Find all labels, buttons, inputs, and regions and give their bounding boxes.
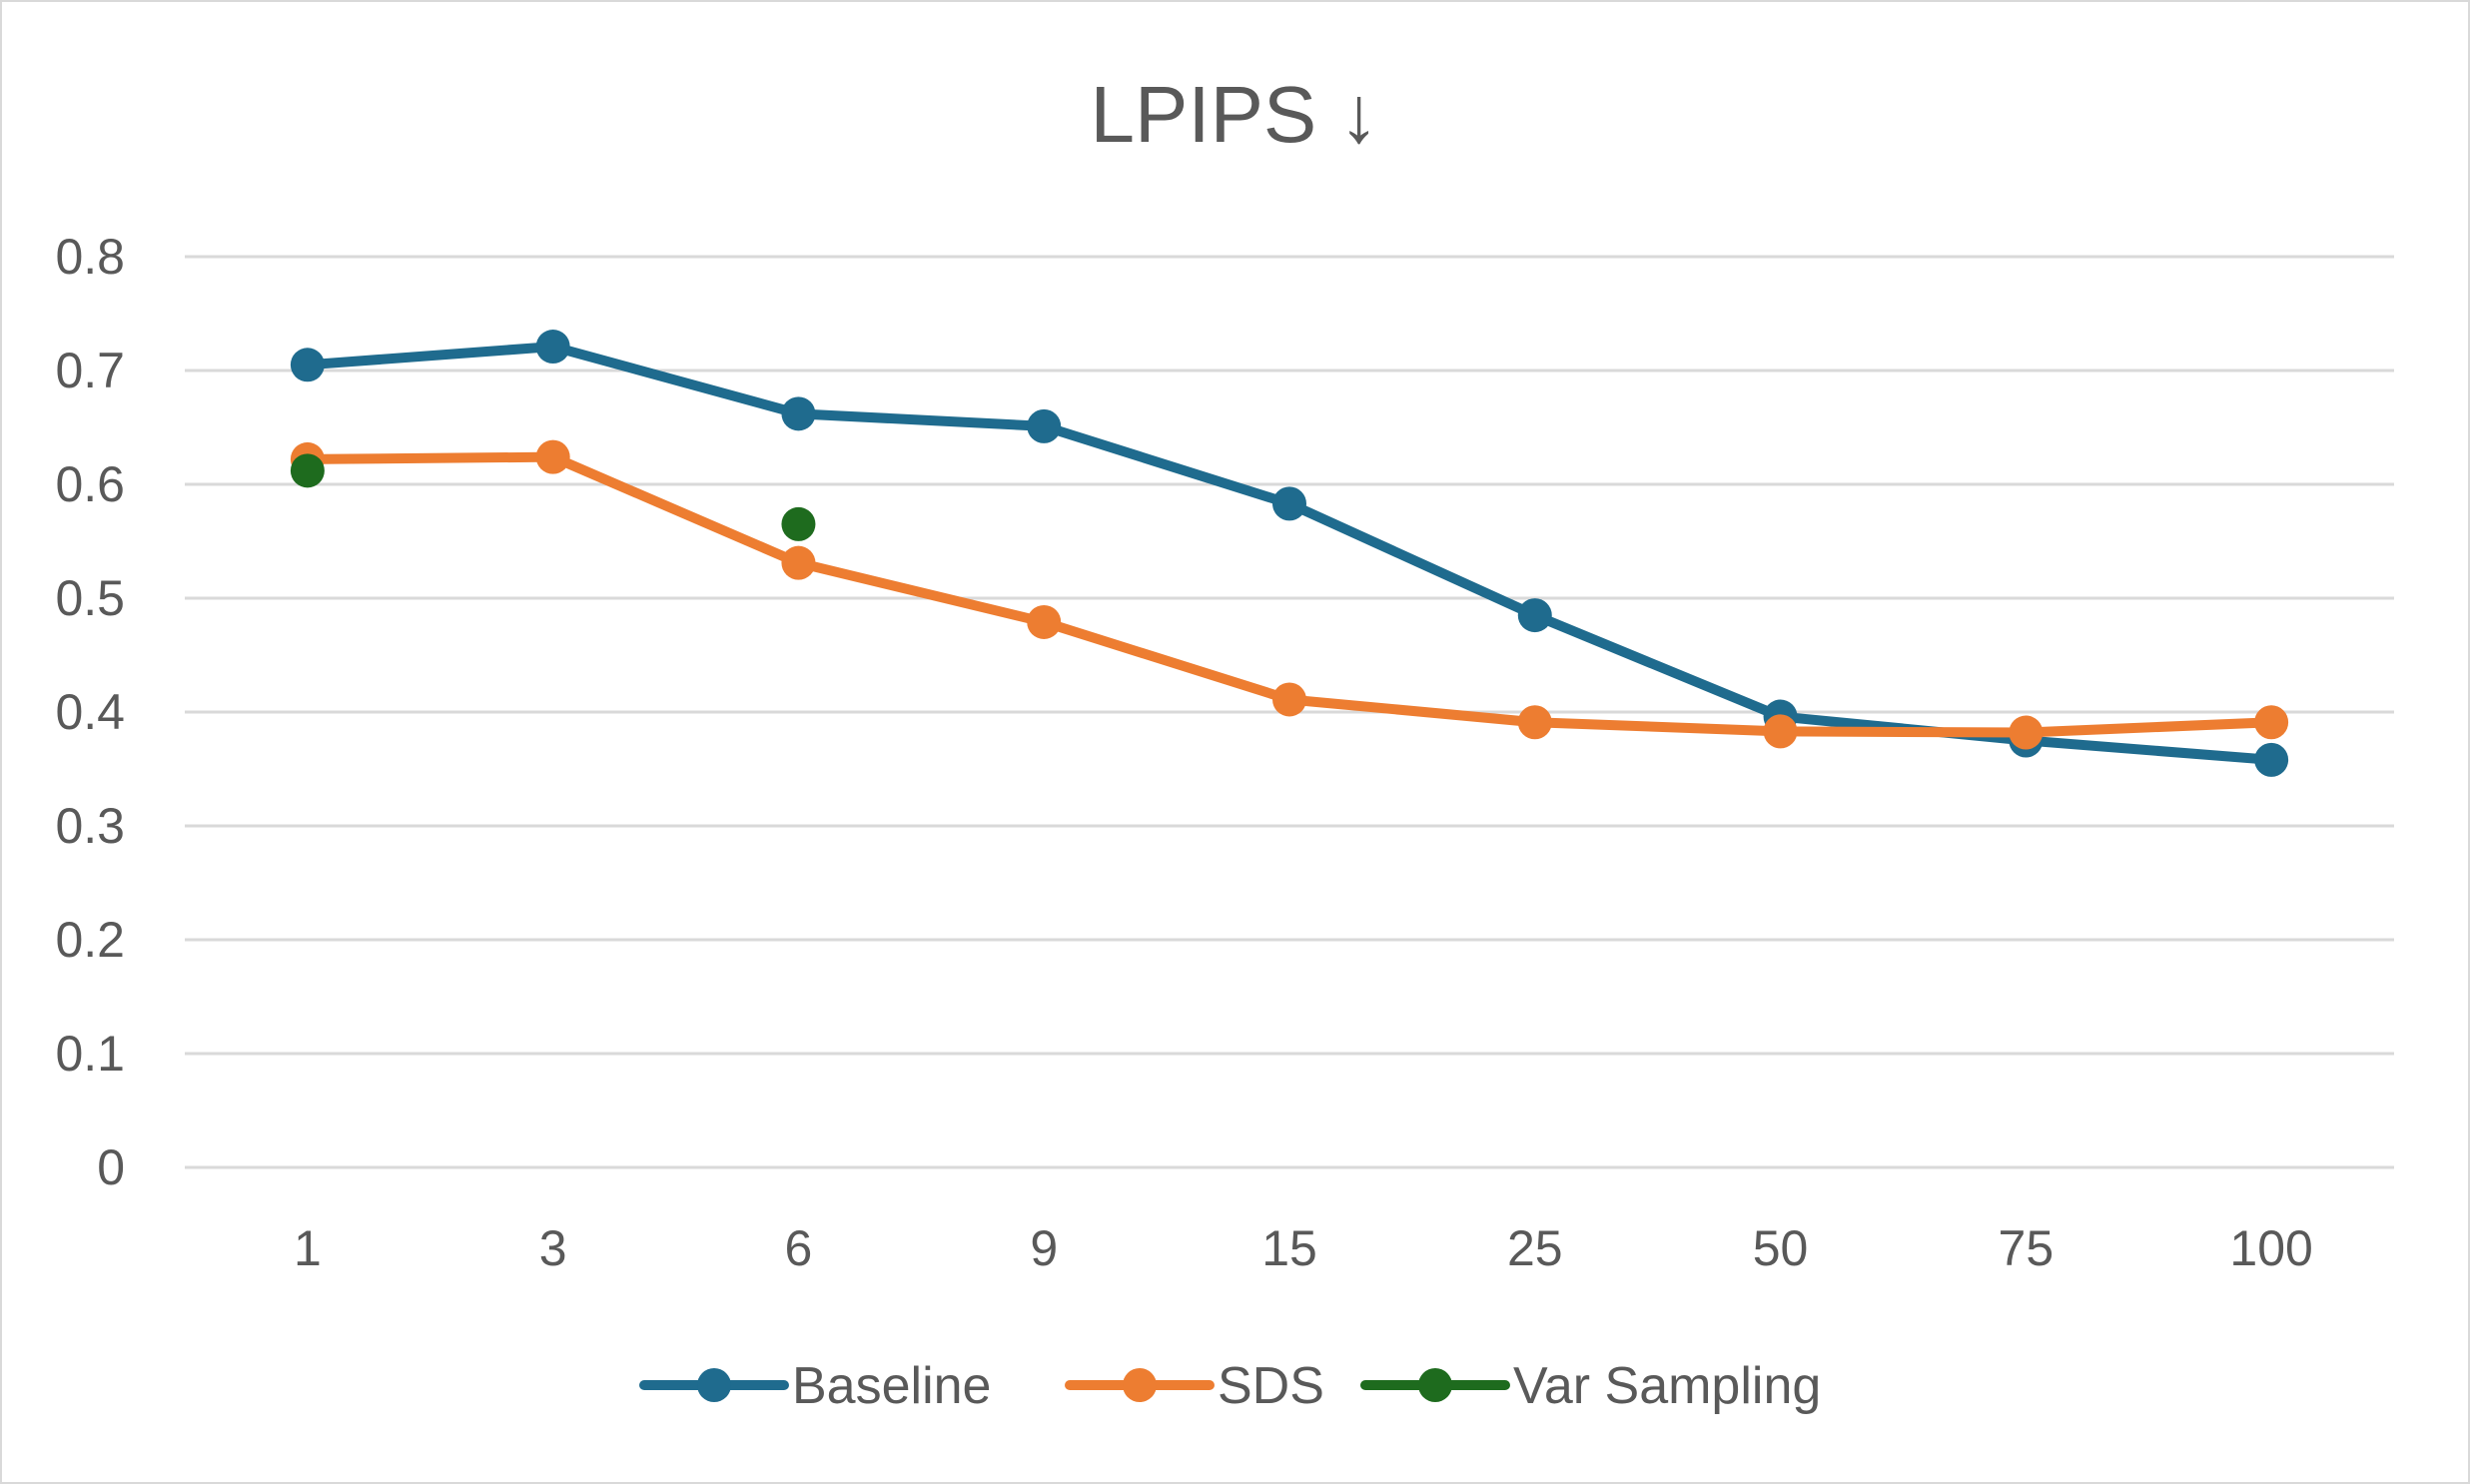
x-tick-label: 15 xyxy=(1261,1220,1317,1276)
x-tick-label: 75 xyxy=(1999,1220,2055,1276)
legend-label: SDS xyxy=(1218,1357,1324,1415)
x-tick-label: 25 xyxy=(1507,1220,1563,1276)
data-point xyxy=(1763,714,1798,749)
y-tick-label: 0.1 xyxy=(55,1026,125,1082)
data-point xyxy=(535,330,570,365)
y-tick-label: 0.2 xyxy=(55,912,125,968)
data-point xyxy=(290,453,325,488)
x-tick-label: 1 xyxy=(294,1220,322,1276)
y-tick-label: 0.3 xyxy=(55,798,125,854)
series-sds xyxy=(290,439,2289,750)
data-point xyxy=(781,545,816,580)
data-point xyxy=(781,396,816,431)
series-var-sampling xyxy=(290,453,816,541)
data-point xyxy=(1517,598,1552,633)
x-tick-label: 100 xyxy=(2229,1220,2312,1276)
legend: Baseline SDS Var Sampling xyxy=(639,1357,1821,1415)
x-tick-label: 3 xyxy=(539,1220,567,1276)
y-axis-ticks: 0 0.1 0.2 0.3 0.4 0.5 0.6 0.7 0.8 xyxy=(55,229,125,1195)
data-point xyxy=(535,439,570,474)
y-tick-label: 0 xyxy=(97,1139,125,1195)
data-point xyxy=(1517,705,1552,740)
y-tick-label: 0.6 xyxy=(55,456,125,512)
data-point xyxy=(1272,486,1306,521)
y-tick-label: 0.7 xyxy=(55,343,125,398)
x-tick-label: 6 xyxy=(785,1220,813,1276)
legend-item: Var Sampling xyxy=(1360,1357,1821,1415)
data-point xyxy=(2009,715,2044,750)
y-tick-label: 0.4 xyxy=(55,684,125,740)
y-tick-label: 0.8 xyxy=(55,229,125,285)
data-point xyxy=(781,506,816,541)
data-point xyxy=(2254,742,2289,777)
data-point xyxy=(2254,705,2289,740)
legend-label: Var Sampling xyxy=(1513,1357,1821,1415)
x-tick-label: 50 xyxy=(1753,1220,1809,1276)
data-point xyxy=(1027,408,1062,443)
legend-item: SDS xyxy=(1065,1357,1324,1415)
legend-swatch-marker xyxy=(1123,1368,1157,1402)
data-point xyxy=(290,348,325,382)
legend-label: Baseline xyxy=(792,1357,991,1415)
legend-swatch-marker xyxy=(1418,1368,1452,1402)
x-tick-label: 9 xyxy=(1030,1220,1058,1276)
y-tick-label: 0.5 xyxy=(55,570,125,626)
data-point xyxy=(1027,604,1062,639)
data-point xyxy=(1272,682,1306,717)
legend-swatch-marker xyxy=(697,1368,731,1402)
legend-item: Baseline xyxy=(639,1357,991,1415)
series-group xyxy=(290,330,2289,777)
x-axis-ticks: 1 3 6 9 15 25 50 75 100 xyxy=(294,1220,2313,1276)
chart-title: LPIPS ↓ xyxy=(1090,70,1378,159)
